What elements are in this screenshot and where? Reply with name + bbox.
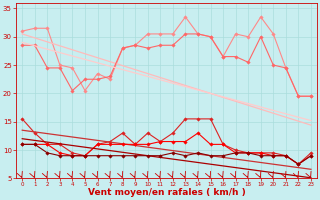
X-axis label: Vent moyen/en rafales ( km/h ): Vent moyen/en rafales ( km/h ) bbox=[88, 188, 245, 197]
